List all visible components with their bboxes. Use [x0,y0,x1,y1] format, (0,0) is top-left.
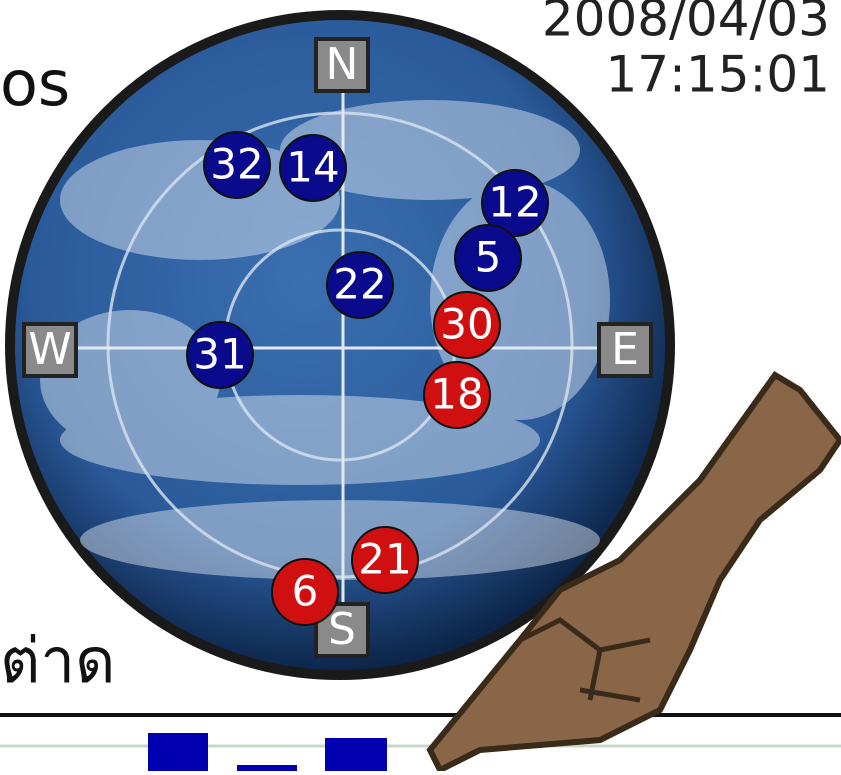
satellite-label: 30 [440,300,493,349]
time: 17:15:01 [605,46,830,104]
pointing-hand [426,371,841,775]
sky-globe [5,10,675,680]
satellite [326,251,394,319]
satellite-label: 5 [475,233,502,282]
tab[interactable] [237,765,297,771]
satellite-label: 21 [358,535,411,584]
satellite [186,321,254,389]
footer-label: ต่าด [0,624,115,697]
satellite [279,134,347,202]
compass-label: N [326,39,359,90]
satellite-label: 32 [210,140,263,189]
satellite-label: 31 [193,330,246,379]
compass-label: W [28,324,72,375]
partial-label: os [0,47,70,120]
satellite-label: 12 [488,178,541,227]
satellite [433,291,501,359]
satellite [351,526,419,594]
compass-label: E [611,324,639,375]
satellite-label: 18 [430,370,483,419]
satellite [423,361,491,429]
date: 2008/04/03 [542,0,830,48]
satellite [481,169,549,237]
compass-box [597,322,653,378]
satellite [203,131,271,199]
tab[interactable] [325,738,387,771]
compass-box [314,37,370,93]
compass-label: S [328,604,356,655]
satellite [454,224,522,292]
satellite-label: 14 [286,143,339,192]
satellite-label: 22 [333,260,386,309]
satellite [271,558,339,626]
compass-box [22,322,78,378]
satellite-label: 6 [292,567,319,616]
tab[interactable] [148,733,208,771]
